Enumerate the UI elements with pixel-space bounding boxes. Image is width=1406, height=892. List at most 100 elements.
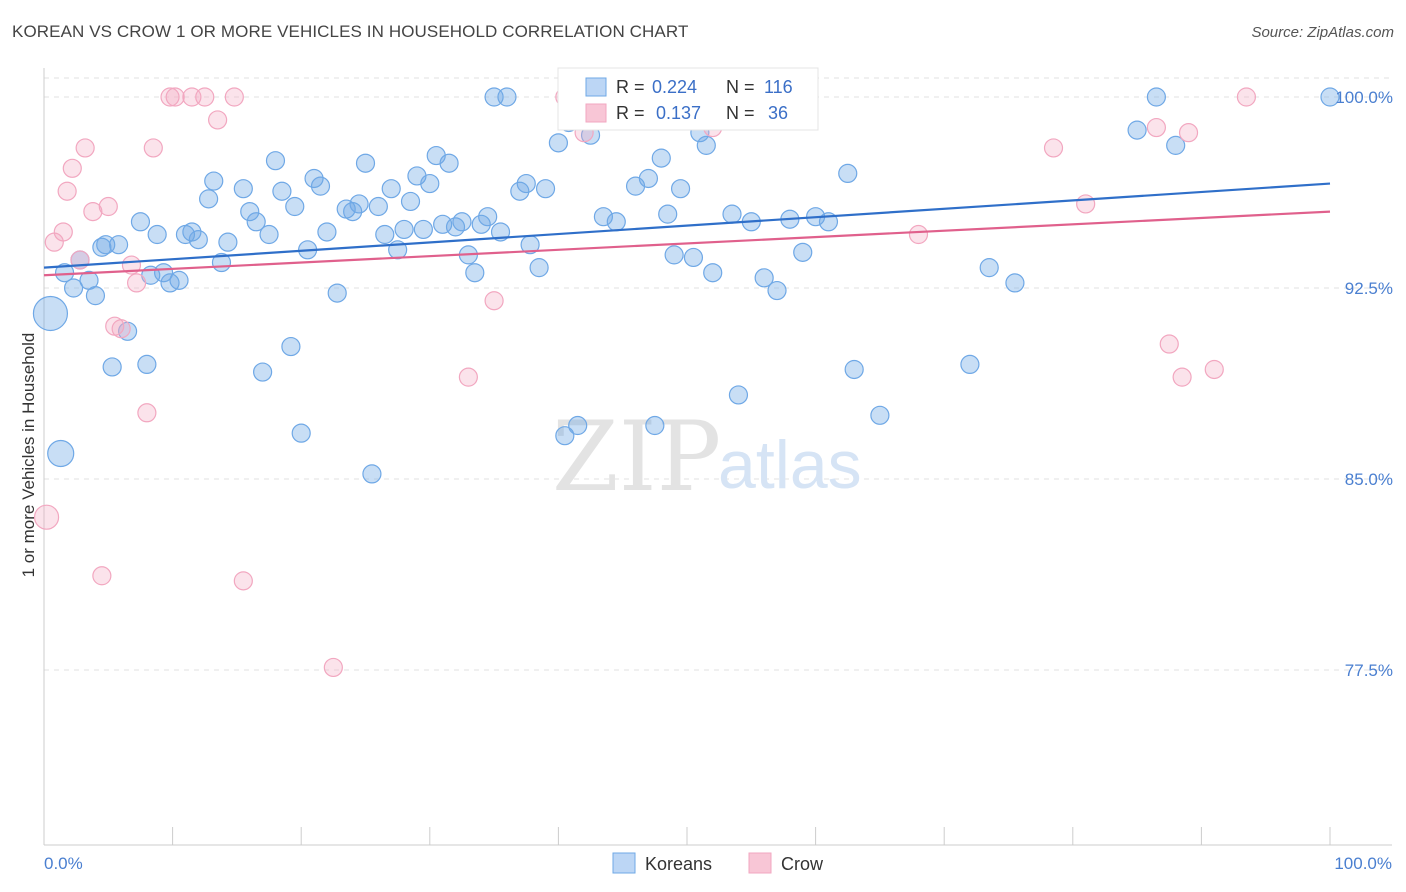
crow-point [33, 504, 60, 530]
koreans-point [606, 212, 626, 232]
series-legend: Koreans Crow [612, 852, 824, 874]
y-tick-label: 92.5% [1345, 279, 1393, 298]
crow-point [143, 138, 163, 158]
koreans-point [400, 191, 421, 212]
koreans-point [32, 295, 69, 332]
koreans-point [1146, 87, 1166, 107]
koreans-point [63, 278, 84, 298]
koreans-point [754, 268, 774, 288]
koreans-point [147, 224, 167, 245]
crow-n-label: N = [726, 103, 755, 123]
koreans-n-value: 116 [764, 77, 793, 97]
crow-point [75, 138, 95, 158]
koreans-point [108, 235, 129, 255]
koreans-point [439, 153, 459, 173]
koreans-point [728, 385, 749, 405]
koreans-point [310, 176, 331, 196]
crow-point [111, 319, 131, 339]
crow-point [92, 566, 112, 586]
koreans-point [137, 354, 157, 374]
koreans-point [510, 181, 530, 201]
koreans-point [1127, 120, 1147, 140]
koreans-point [767, 280, 787, 301]
koreans-r-value: 0.224 [652, 77, 697, 97]
crow-point [208, 110, 228, 130]
y-tick-label: 85.0% [1345, 470, 1393, 489]
crow-point [908, 224, 929, 245]
watermark-zip: ZIP [552, 401, 721, 513]
crow-point [137, 403, 157, 423]
y-tick-label: 77.5% [1345, 661, 1393, 680]
crow-n-value: 36 [768, 103, 788, 123]
koreans-trend-line [43, 182, 1331, 269]
koreans-point [722, 204, 742, 224]
koreans-point [420, 173, 440, 194]
koreans-point [516, 173, 536, 194]
legend-koreans-swatch [612, 852, 636, 874]
crow-trend-line [43, 210, 1331, 277]
koreans-point [281, 336, 301, 357]
koreans-point [265, 151, 286, 171]
koreans-point [568, 415, 588, 436]
crow-point [484, 291, 504, 311]
koreans-point [246, 212, 266, 232]
koreans-point [259, 224, 279, 245]
koreans-point [47, 439, 75, 468]
koreans-point [664, 245, 684, 265]
koreans-point [317, 222, 337, 242]
koreans-point [349, 194, 369, 214]
koreans-point [960, 354, 980, 374]
y-axis-label: 1 or more Vehicles in Household [19, 333, 38, 578]
koreans-point [696, 135, 716, 155]
koreans-swatch [585, 77, 607, 97]
koreans-point [355, 153, 376, 173]
koreans-point [413, 219, 433, 240]
koreans-point [199, 189, 219, 209]
koreans-point [465, 263, 485, 283]
crow-point [458, 367, 478, 387]
x-tick-label-max: 100.0% [1334, 854, 1392, 873]
koreans-point [651, 148, 671, 168]
data-points [32, 87, 1340, 678]
koreans-point [362, 464, 382, 484]
koreans-point [368, 196, 388, 217]
koreans-point [218, 232, 238, 252]
crow-point [195, 87, 215, 107]
koreans-point [870, 405, 890, 425]
crow-r-value: 0.137 [656, 103, 701, 123]
axes [43, 68, 1392, 846]
koreans-point [188, 230, 208, 250]
crow-point [53, 222, 73, 242]
koreans-r-label: R = [616, 77, 645, 97]
koreans-point [793, 242, 813, 262]
y-tick-label: 100.0% [1335, 88, 1393, 107]
crow-point [1204, 359, 1224, 380]
chart-source: Source: ZipAtlas.com [1251, 24, 1394, 41]
koreans-point [343, 202, 363, 222]
stats-legend: R = 0.224 N = 116 R = 0.137 N = 36 [557, 67, 819, 131]
koreans-point [85, 286, 106, 306]
tick-labels: 77.5% 85.0% 92.5% 100.0% 0.0% 100.0% [44, 88, 1393, 873]
crow-point [57, 181, 77, 201]
legend-koreans-label: Koreans [645, 854, 712, 874]
crow-point [1043, 138, 1064, 158]
koreans-point [1320, 87, 1340, 107]
koreans-point [645, 415, 665, 436]
koreans-point [253, 362, 273, 382]
koreans-point [844, 359, 864, 380]
koreans-point [285, 196, 305, 217]
koreans-point [240, 202, 260, 222]
crow-point [233, 571, 253, 591]
koreans-point [102, 357, 122, 377]
crow-point [83, 202, 103, 222]
koreans-point [130, 212, 151, 232]
koreans-point [182, 222, 202, 242]
koreans-n-label: N = [726, 77, 755, 97]
koreans-point [471, 214, 491, 234]
koreans-point [1166, 135, 1186, 155]
koreans-point [1005, 273, 1025, 293]
crow-point [224, 87, 244, 107]
koreans-point [169, 270, 189, 290]
crow-point [1236, 87, 1257, 107]
